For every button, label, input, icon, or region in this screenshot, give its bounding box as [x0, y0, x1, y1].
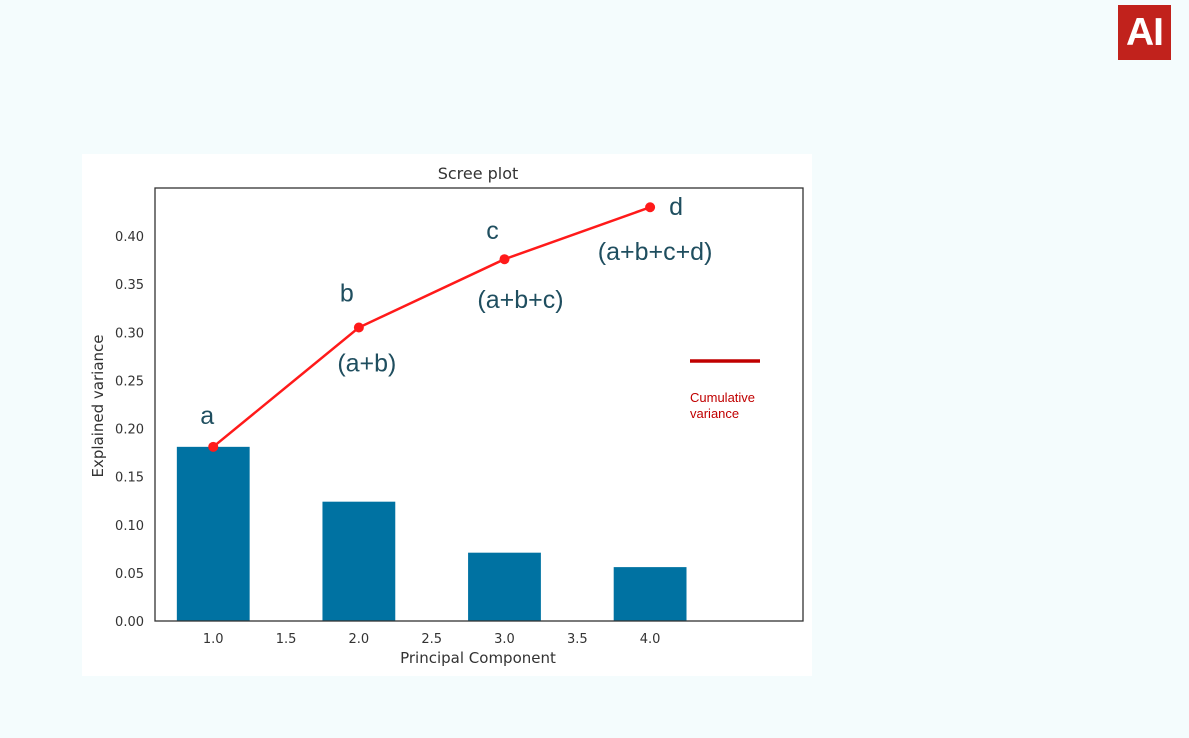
chart-title: Scree plot — [438, 164, 519, 183]
ai-logo: AI — [1118, 5, 1171, 60]
legend-label-line-2: variance — [690, 406, 739, 421]
annotation-letter-d: d — [669, 193, 683, 221]
annotation-letter-a: a — [200, 402, 214, 430]
chart-panel: Scree plot 1.0 1.5 2.0 2.5 3.0 3.5 4.0 0.00 0.0… — [82, 154, 812, 676]
y-tick-label: 0.05 — [115, 567, 144, 582]
y-axis-ticks: 0.00 0.05 0.10 0.15 0.20 0.25 0.30 0.35 0.40 — [115, 230, 144, 630]
bar-4 — [613, 567, 687, 621]
x-tick-label: 1.0 — [203, 632, 224, 647]
y-tick-label: 0.15 — [115, 471, 144, 486]
cumulative-line-layer — [208, 202, 656, 452]
annotation-letter-c: c — [486, 217, 499, 245]
cumulative-point-4 — [645, 202, 656, 213]
y-tick-label: 0.40 — [115, 230, 144, 245]
annotation-sum-b: (a+b) — [337, 350, 396, 378]
x-tick-label: 1.5 — [276, 632, 297, 647]
scree-plot-chart: Scree plot 1.0 1.5 2.0 2.5 3.0 3.5 4.0 0.000.0… — [89, 164, 804, 667]
legend-label-line-1: Cumulative — [690, 390, 755, 405]
cumulative-point-2 — [353, 322, 364, 333]
annotation-sum-d: (a+b+c+d) — [598, 238, 713, 266]
bar-3 — [468, 552, 541, 621]
y-tick-label: 0.25 — [115, 374, 144, 389]
annotations-layer: a b (a+b) c (a+b+c) d (a+b+c+d) — [200, 193, 712, 430]
x-tick-label: 2.5 — [421, 632, 442, 647]
x-axis-label: Principal Component — [400, 649, 556, 667]
y-tick-label: 0.35 — [115, 278, 144, 293]
cumulative-point-3 — [499, 254, 510, 265]
y-axis-label: Explained variance — [89, 334, 107, 477]
x-tick-label: 2.0 — [349, 632, 370, 647]
plot-frame — [154, 187, 804, 622]
bars-layer — [176, 446, 687, 621]
annotation-letter-b: b — [340, 280, 354, 308]
x-tick-label: 4.0 — [640, 632, 661, 647]
cumulative-variance-line — [212, 206, 651, 448]
annotation-sum-c: (a+b+c) — [477, 286, 563, 314]
bar-1 — [176, 446, 250, 621]
cumulative-point-1 — [208, 441, 219, 452]
y-tick-label: 0.10 — [115, 519, 144, 534]
x-axis-ticks: 1.0 1.5 2.0 2.5 3.0 3.5 4.0 — [203, 632, 661, 647]
bar-2 — [322, 501, 396, 621]
y-tick-label: 0.00 — [115, 615, 144, 630]
x-tick-label: 3.0 — [494, 632, 515, 647]
y-tick-label: 0.20 — [115, 423, 144, 438]
x-tick-label: 3.5 — [567, 632, 588, 647]
y-tick-label: 0.30 — [115, 326, 144, 341]
